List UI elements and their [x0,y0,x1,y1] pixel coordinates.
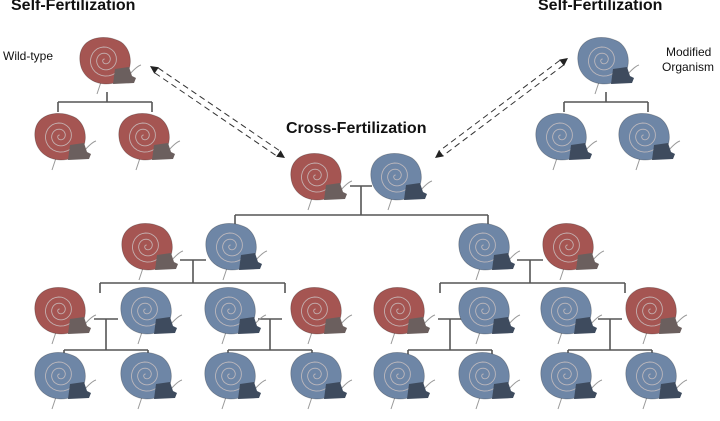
wild-type-snail-icon [121,223,184,281]
modified-snail-icon [458,223,521,281]
modified-snail-icon [290,352,353,410]
modified-snail-icon [204,352,267,410]
modified-snail-icon [205,223,268,281]
wild-type-label: Wild-type [3,49,54,63]
right-title: Self-Fertilization [538,0,663,14]
modified-snail-icon [535,113,598,171]
modified-snail-icon [373,352,436,410]
modified-snail-icon [120,287,183,345]
wild-type-snail-icon [625,287,688,345]
wild-type-snail-icon [79,37,142,95]
center-title: Cross-Fertilization [286,120,427,137]
wild-type-snail-icon [34,287,97,345]
left-dashed-arrow [150,66,285,158]
modified-snail-icon [458,352,521,410]
wild-type-snail-icon [542,223,605,281]
wild-type-snail-icon [290,153,353,211]
modified-label-line2: Organism [662,60,715,74]
modified-snail-icon [625,352,688,410]
modified-snail-icon [458,287,521,345]
modified-snail-icon [540,352,603,410]
wild-type-snail-icon [34,113,97,171]
modified-snail-icon [204,287,267,345]
modified-snail-icon [618,113,681,171]
modified-snail-icon [120,352,183,410]
modified-snail-icon [34,352,97,410]
modified-snail-icon [540,287,603,345]
wild-type-snail-icon [290,287,353,345]
left-title: Self-Fertilization [11,0,136,14]
wild-type-snail-icon [373,287,436,345]
wild-type-snail-icon [118,113,181,171]
modified-snail-icon [577,37,640,95]
modified-label-line1: Modified [666,45,712,59]
right-dashed-arrow [435,58,568,158]
modified-snail-icon [370,153,433,211]
